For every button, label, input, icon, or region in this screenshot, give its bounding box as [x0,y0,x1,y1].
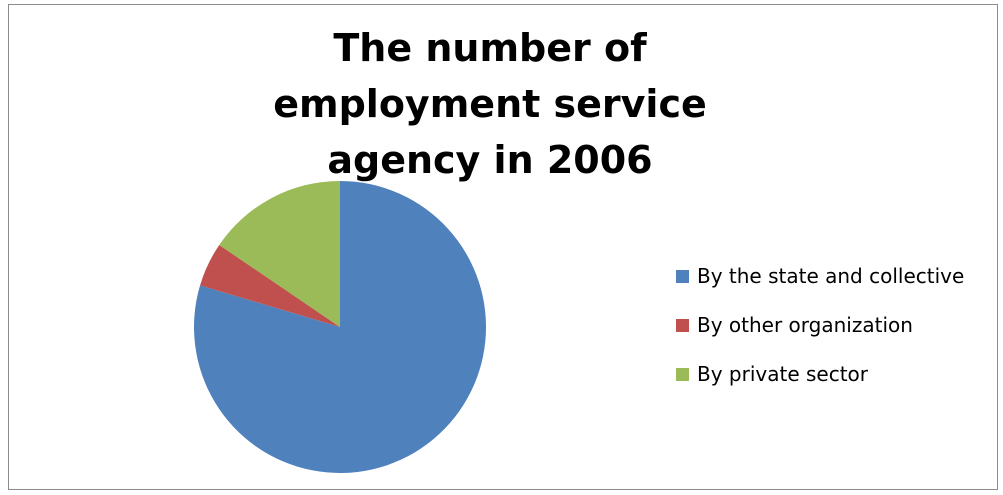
legend-swatch [676,269,689,283]
legend-item-private-sector: By private sector [676,362,964,386]
pie-slice-other-organization [200,244,340,327]
legend-item-state-collective: By the state and collective [676,264,964,288]
legend-item-other-organization: By other organization [676,313,964,337]
chart-title: The number of employment service agency … [273,26,707,182]
pie-slice-private-sector [219,181,340,327]
legend-label: By other organization [697,313,913,337]
legend-swatch [676,318,689,332]
legend-label: By the state and collective [697,264,965,288]
legend-swatch [676,367,689,381]
pie-slices [194,181,487,473]
pie-slice-state-collective [194,181,487,473]
chart-frame [8,4,998,490]
legend-label: By private sector [697,362,869,386]
legend: By the state and collective By other org… [676,264,964,411]
